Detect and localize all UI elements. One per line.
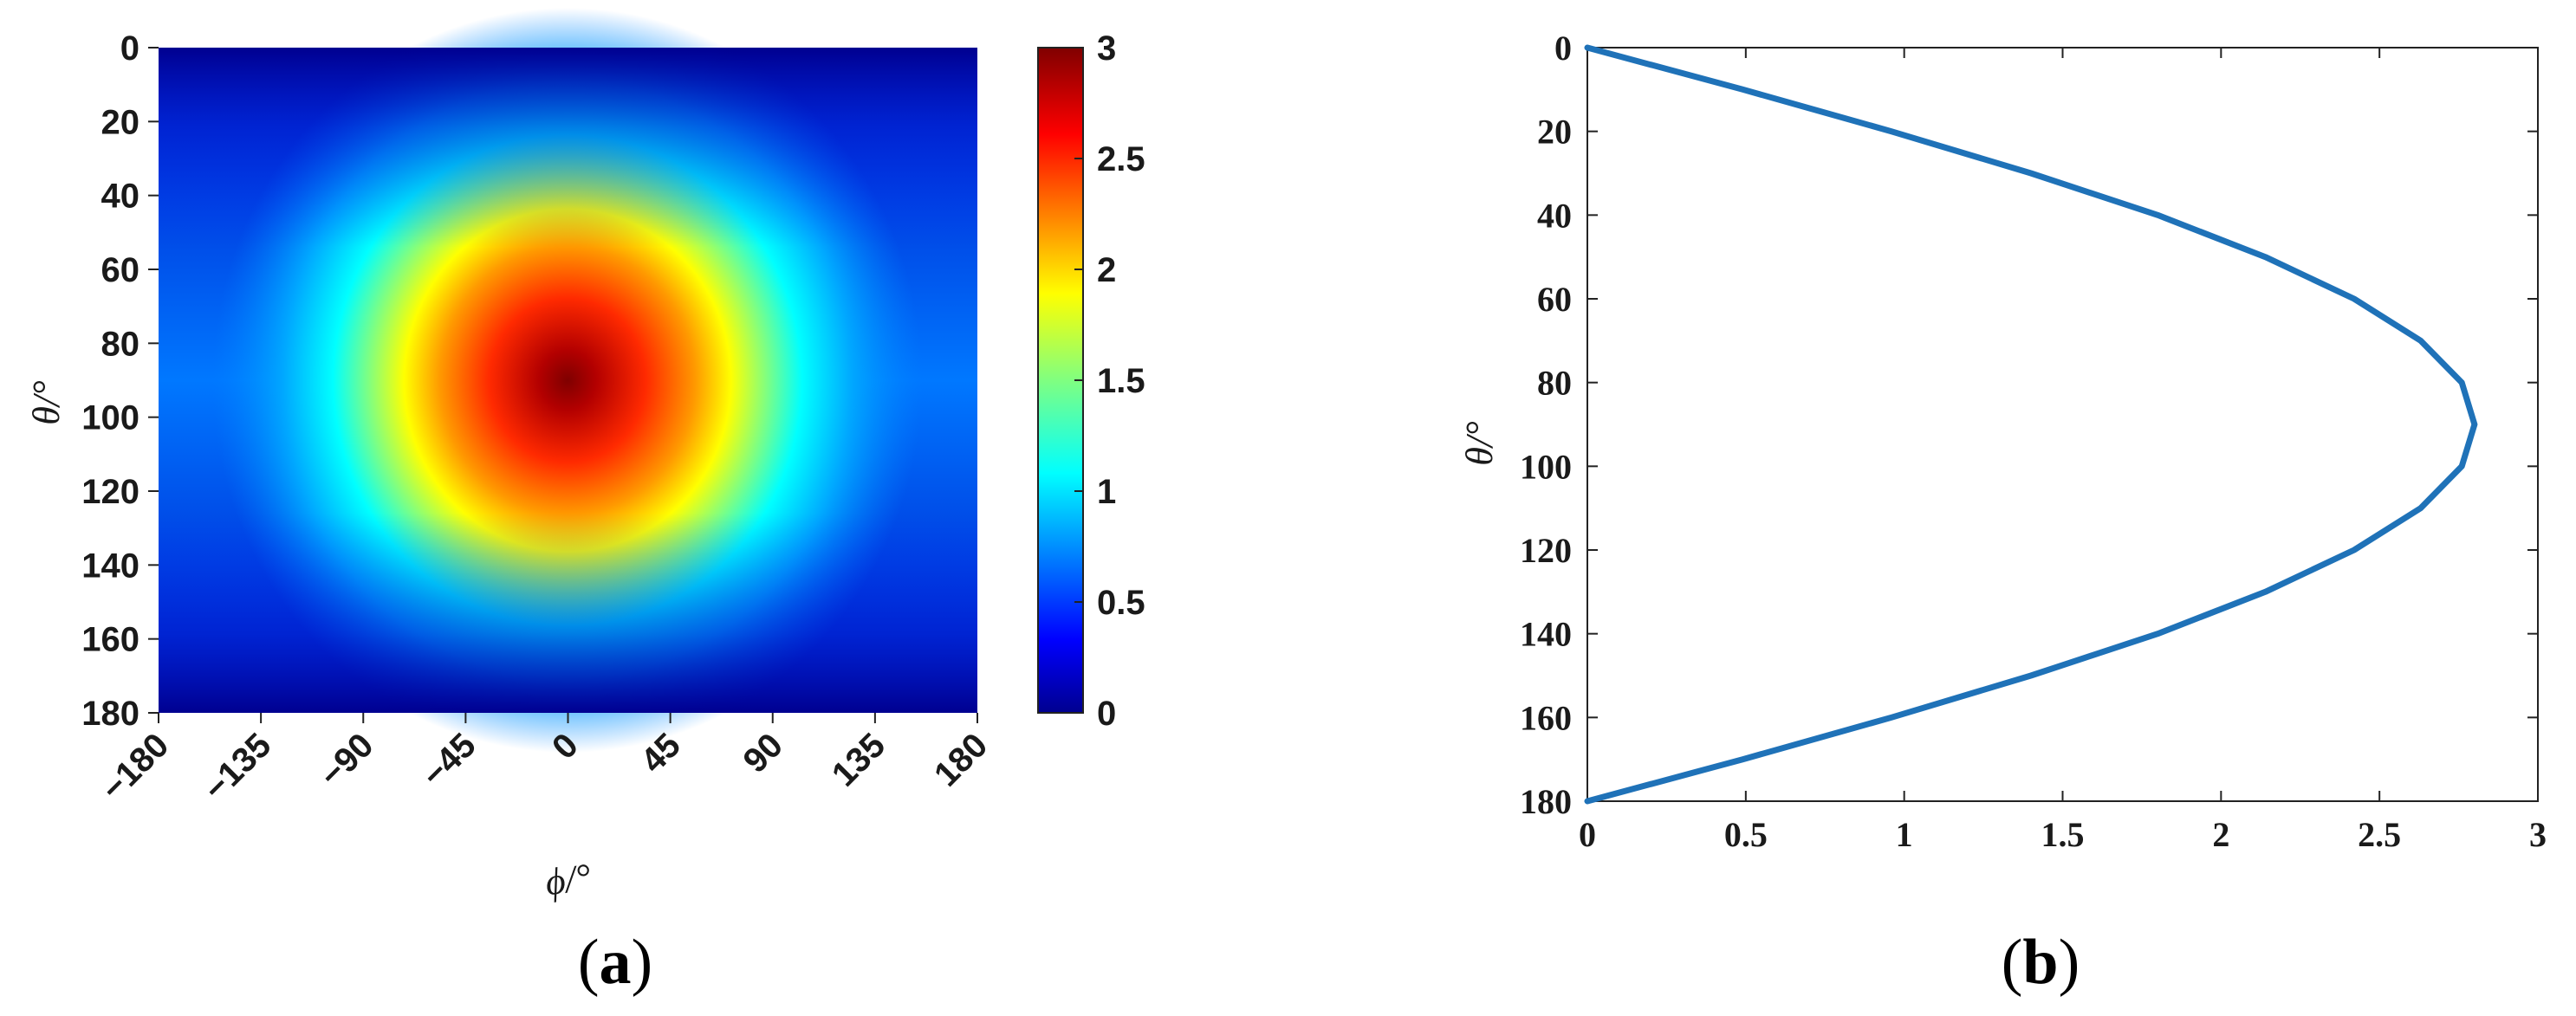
heatmap-x-tick-label: −135: [197, 726, 279, 808]
panel-b: 0 20 40 60 80 100 120 140 160 180 0 0.5 1 1.5 2 2.5 3 θ…: [1458, 29, 2547, 998]
heatmap-y-tick-label: 80: [101, 325, 140, 363]
line-y-tick-label: 160: [1520, 698, 1572, 737]
line-x-tick-label: 1: [1896, 815, 1913, 854]
heatmap-x-tick-label: 180: [927, 726, 995, 793]
heatmap-y-tick-label: 100: [81, 399, 140, 437]
line-x-tick-label: 3: [2529, 815, 2547, 854]
heatmap-y-tick-label: 40: [101, 178, 140, 216]
line-plot-frame: [1586, 47, 2539, 802]
line-x-tick-label: 2.5: [2358, 815, 2401, 854]
colorbar-tick-label: 1.5: [1097, 362, 1145, 400]
line-y-axis: 0 20 40 60 80 100 120 140 160 180: [1520, 29, 2538, 821]
colorbar-tick-label: 1: [1097, 473, 1116, 511]
line-y-tick-label: 60: [1537, 280, 1572, 319]
line-y-tick-label: 80: [1537, 364, 1572, 403]
colorbar: 0 0.5 1 1.5 2 2.5 3: [1037, 29, 1145, 733]
line-y-tick-label: 0: [1554, 29, 1572, 68]
heatmap-edge-fade: [159, 48, 977, 713]
line-x-tick-label: 0: [1579, 815, 1596, 854]
colorbar-tick-label: 0: [1097, 695, 1116, 733]
line-x-tick-label: 0.5: [1724, 815, 1768, 854]
heatmap-y-axis: 0 20 40 60 80 100 120 140 160 180: [81, 29, 159, 733]
heatmap-x-tick-label: 90: [736, 726, 791, 780]
panel-a-label: (a): [578, 927, 652, 998]
line-series: [1584, 44, 2478, 805]
heatmap-x-tick-label: 135: [825, 726, 892, 793]
line-x-tick-label: 1.5: [2041, 815, 2085, 854]
heatmap-y-tick-label: 60: [101, 251, 140, 289]
heatmap-y-tick-label: 140: [81, 547, 140, 585]
line-y-tick-label: 140: [1520, 615, 1572, 654]
line-y-tick-label: 100: [1520, 447, 1572, 486]
colorbar-tick-label: 0.5: [1097, 584, 1145, 622]
heatmap-y-tick-label: 120: [81, 473, 140, 511]
panel-b-label: (b): [2002, 927, 2080, 998]
line-y-axis-label: θ/°: [1458, 421, 1501, 465]
heatmap-y-axis-label: θ/°: [25, 380, 68, 424]
line-x-tick-label: 2: [2212, 815, 2229, 854]
colorbar-tick-label: 2.5: [1097, 140, 1145, 178]
line-y-tick-label: 20: [1537, 113, 1572, 152]
line-x-axis: 0 0.5 1 1.5 2 2.5 3: [1579, 48, 2547, 854]
heatmap-plot-area: [159, 8, 977, 753]
line-y-tick-label: 180: [1520, 782, 1572, 821]
line-y-tick-label: 40: [1537, 196, 1572, 235]
heatmap-y-tick-label: 160: [81, 621, 140, 659]
colorbar-tick-label: 2: [1097, 251, 1116, 289]
heatmap-x-tick-label: −90: [313, 726, 381, 794]
heatmap-x-tick-label: −180: [94, 726, 177, 808]
heatmap-y-tick-label: 20: [101, 103, 140, 141]
line-y-tick-label: 120: [1520, 531, 1572, 570]
colorbar-tick-label: 3: [1097, 29, 1116, 68]
colorbar-ticks: 0 0.5 1 1.5 2 2.5 3: [1074, 29, 1145, 733]
heatmap-x-axis-label: ϕ/°: [542, 856, 594, 904]
heatmap-y-tick-label: 180: [81, 695, 140, 733]
heatmap-y-tick-label: 0: [120, 29, 140, 68]
